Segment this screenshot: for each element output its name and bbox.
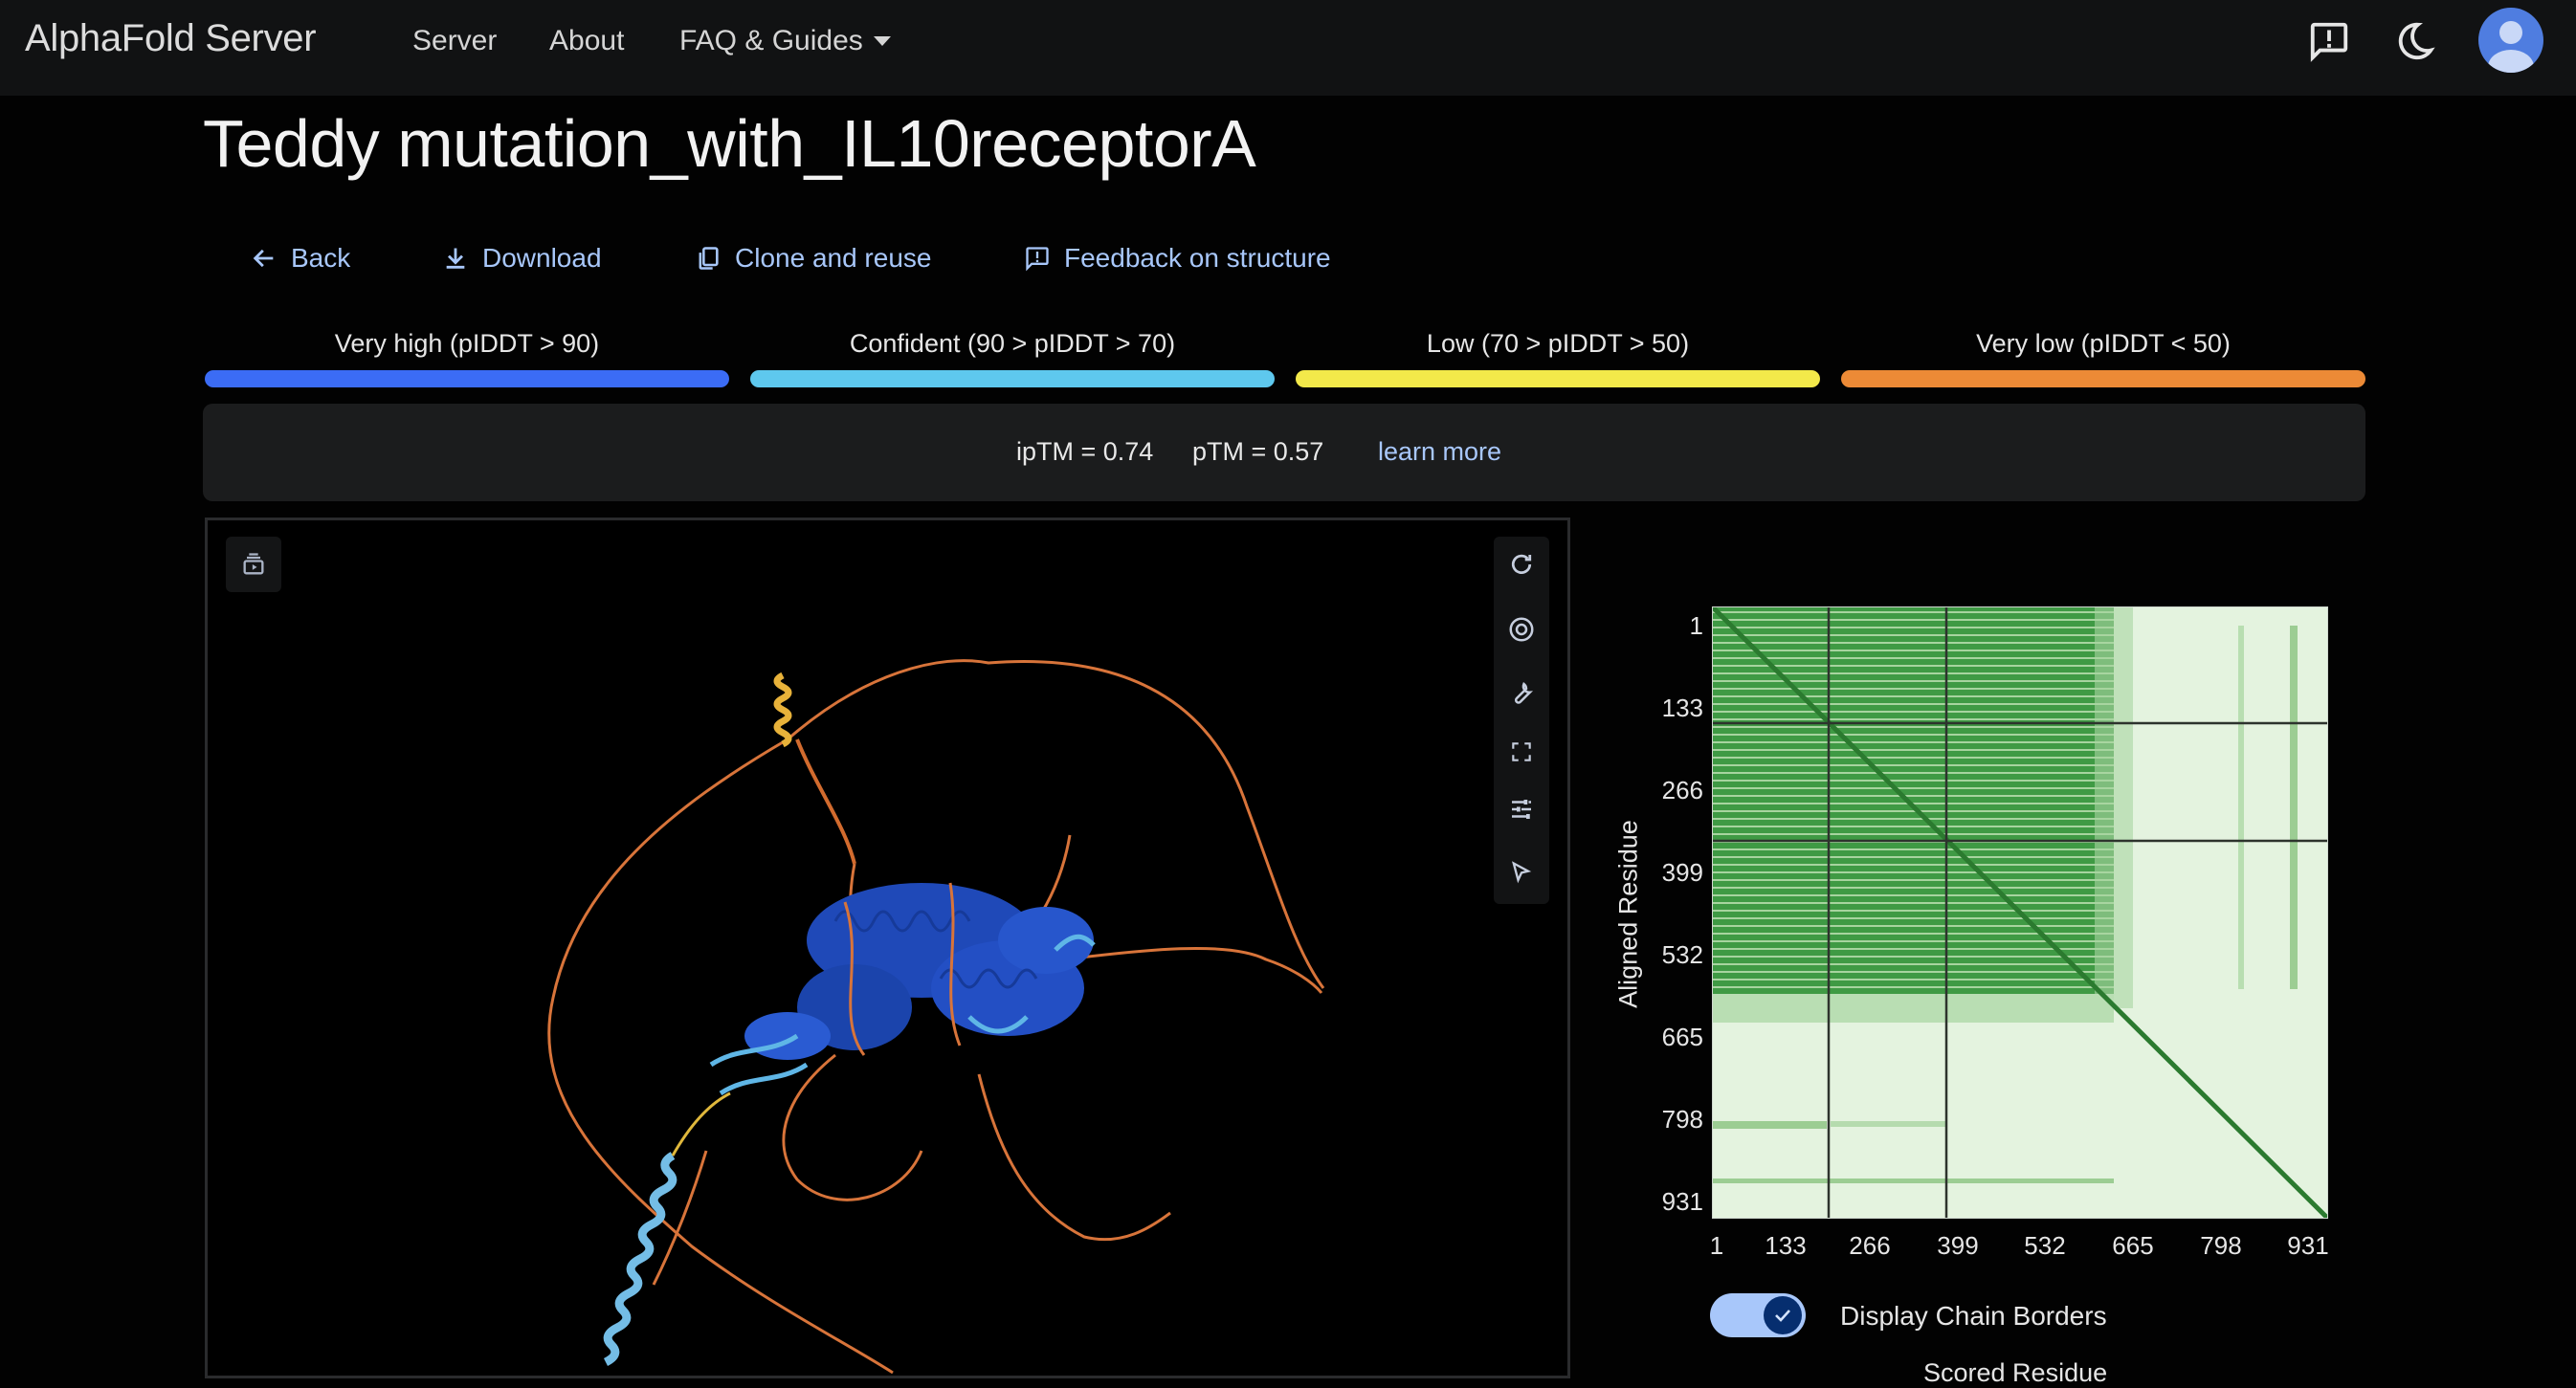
tools-button[interactable] [1494, 666, 1549, 721]
avatar[interactable] [2478, 8, 2543, 73]
x-tick: 399 [1937, 1231, 1979, 1260]
protein-structure-render[interactable] [208, 520, 1567, 1376]
y-tick: 1 [1689, 611, 1703, 640]
chain-borders-label: Display Chain Borders [1840, 1301, 2107, 1331]
nav-about[interactable]: About [549, 25, 625, 56]
y-tick: 133 [1661, 694, 1703, 722]
legend-label-confident: Confident (90 > pIDDT > 70) [849, 329, 1176, 358]
settings-button[interactable] [1494, 782, 1549, 837]
x-tick: 1 [1709, 1231, 1724, 1260]
tune-icon [1512, 800, 1531, 819]
y-tick: 266 [1661, 776, 1703, 804]
legend-bar-very-low [1841, 370, 2365, 387]
legend-bar-confident [750, 370, 1275, 387]
chain-borders-toggle[interactable] [1710, 1293, 1806, 1337]
x-tick: 665 [2112, 1231, 2154, 1260]
download-button[interactable]: Download [442, 239, 602, 277]
camera-shutter-icon [1509, 617, 1534, 642]
check-icon [1764, 1296, 1802, 1334]
fullscreen-icon [1512, 742, 1531, 761]
pae-heatmap[interactable] [1712, 606, 2328, 1219]
top-app-bar: AlphaFold Server Server About FAQ & Guid… [0, 0, 2576, 96]
page-title: Teddy mutation_with_IL10receptorA [203, 106, 1256, 181]
wrench-icon [1514, 682, 1534, 704]
download-icon [446, 248, 465, 269]
y-tick: 931 [1661, 1187, 1703, 1216]
y-tick: 798 [1661, 1105, 1703, 1134]
dark-mode-icon[interactable] [2392, 19, 2436, 63]
viewer-toolbar [1494, 537, 1549, 904]
fullscreen-button[interactable] [1494, 724, 1549, 780]
x-tick: 266 [1849, 1231, 1891, 1260]
x-tick: 931 [2287, 1231, 2329, 1260]
nav-faq-guides[interactable]: FAQ & Guides [679, 25, 863, 56]
refresh-icon [1511, 554, 1532, 574]
copy-icon [699, 247, 719, 270]
feedback-icon[interactable] [2307, 19, 2351, 63]
feedback-label: Feedback on structure [1064, 243, 1331, 273]
back-label: Back [291, 243, 351, 273]
animation-toggle-button[interactable] [226, 537, 281, 592]
x-tick: 133 [1765, 1231, 1807, 1260]
feedback-icon [1026, 247, 1049, 272]
learn-more-link[interactable]: learn more [1378, 437, 1502, 466]
y-tick: 399 [1661, 858, 1703, 887]
score-panel [203, 404, 2365, 501]
feedback-on-structure-button[interactable]: Feedback on structure [1024, 239, 1331, 277]
legend-bar-very-high [205, 370, 729, 387]
structure-viewer[interactable] [205, 518, 1570, 1378]
legend-bar-low [1296, 370, 1820, 387]
back-button[interactable]: Back [251, 239, 350, 277]
brand-logo[interactable]: AlphaFold Server [25, 17, 317, 59]
layers-icon [243, 553, 264, 575]
legend-label-very-high: Very high (pIDDT > 90) [334, 329, 600, 358]
clone-label: Clone and reuse [735, 243, 932, 273]
legend-label-low: Low (70 > pIDDT > 50) [1426, 329, 1690, 358]
x-tick: 798 [2200, 1231, 2242, 1260]
clone-and-reuse-button[interactable]: Clone and reuse [695, 239, 931, 277]
cursor-icon [1512, 861, 1532, 884]
x-tick: 532 [2024, 1231, 2066, 1260]
arrow-back-icon [253, 249, 274, 268]
nav-server[interactable]: Server [412, 25, 498, 56]
y-axis-label: Aligned Residue [1613, 820, 1643, 1008]
screenshot-button[interactable] [1494, 602, 1549, 657]
legend-label-very-low: Very low (pIDDT < 50) [1976, 329, 2231, 358]
chevron-down-icon[interactable] [874, 36, 891, 46]
reset-view-button[interactable] [1494, 537, 1549, 592]
y-tick: 665 [1661, 1023, 1703, 1051]
y-tick: 532 [1661, 940, 1703, 969]
iptm-score: ipTM = 0.74 [1016, 437, 1154, 466]
download-label: Download [482, 243, 602, 273]
ptm-score: pTM = 0.57 [1192, 437, 1324, 466]
select-mode-button[interactable] [1494, 846, 1549, 901]
